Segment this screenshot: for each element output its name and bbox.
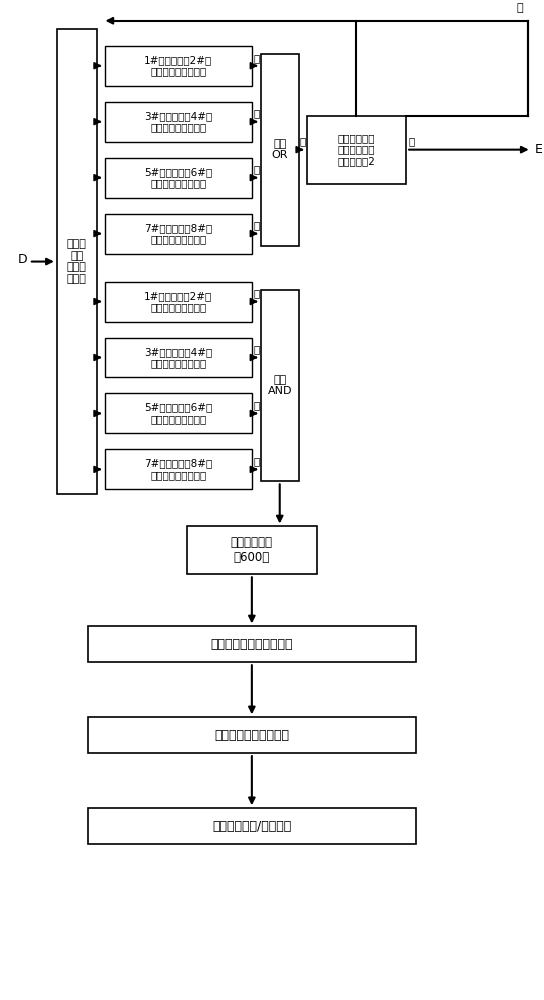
- Text: 否: 否: [254, 289, 260, 299]
- Bar: [88, 626, 416, 662]
- Text: 7#启动信号和8#启
动信号是否同时存在: 7#启动信号和8#启 动信号是否同时存在: [144, 459, 212, 480]
- Text: 否: 否: [254, 400, 260, 410]
- Text: 是: 是: [254, 53, 260, 63]
- Bar: [104, 214, 252, 254]
- Text: 是: 是: [300, 137, 306, 147]
- Bar: [104, 158, 252, 198]
- Bar: [88, 717, 416, 753]
- Text: 与门
AND: 与门 AND: [268, 375, 292, 396]
- Text: 否: 否: [254, 456, 260, 466]
- Bar: [104, 46, 252, 86]
- Text: 1#启动信号和2#启
动信号是否同时存在: 1#启动信号和2#启 动信号是否同时存在: [144, 291, 212, 312]
- Text: 发电机
组加
（卸）
载模式: 发电机 组加 （卸） 载模式: [67, 239, 86, 284]
- Bar: [104, 102, 252, 142]
- Text: D: D: [17, 253, 27, 266]
- Text: 是: 是: [254, 221, 260, 231]
- Text: 或门
OR: 或门 OR: [271, 139, 288, 160]
- Text: 系统回到自动/备用模式: 系统回到自动/备用模式: [212, 820, 292, 833]
- Text: 所有发电机输出开关分闸: 所有发电机输出开关分闸: [211, 638, 293, 651]
- Bar: [88, 808, 416, 844]
- Bar: [307, 116, 406, 184]
- Bar: [104, 449, 252, 489]
- Text: 是: 是: [254, 109, 260, 119]
- Text: 5#启动信号和6#启
动信号是否同时存在: 5#启动信号和6#启 动信号是否同时存在: [144, 403, 212, 424]
- Text: E: E: [535, 143, 542, 156]
- Text: 1#启动信号和2#启
动信号是否同时存在: 1#启动信号和2#启 动信号是否同时存在: [144, 55, 212, 77]
- Text: 超过延时设定
值600秒: 超过延时设定 值600秒: [231, 536, 273, 564]
- Bar: [104, 282, 252, 322]
- Text: 是: 是: [408, 137, 415, 147]
- Bar: [104, 393, 252, 433]
- Bar: [261, 290, 299, 481]
- Bar: [261, 54, 299, 246]
- Text: 5#启动信号和6#启
动信号是否同时存在: 5#启动信号和6#启 动信号是否同时存在: [144, 167, 212, 188]
- Bar: [104, 338, 252, 377]
- Bar: [187, 526, 317, 574]
- Text: 否: 否: [254, 344, 260, 354]
- Text: 否: 否: [516, 3, 523, 13]
- Text: 3#启动信号和4#启
动信号是否同时存在: 3#启动信号和4#启 动信号是否同时存在: [144, 111, 212, 132]
- Text: 是: 是: [254, 165, 260, 175]
- Text: 发电机组冷却停机运行: 发电机组冷却停机运行: [214, 729, 289, 742]
- Bar: [57, 29, 97, 494]
- Text: 7#启动信号和8#启
动信号是否同时存在: 7#启动信号和8#启 动信号是否同时存在: [144, 223, 212, 244]
- Text: 油机并机输出
断路器合闸数
量大于等于2: 油机并机输出 断路器合闸数 量大于等于2: [337, 133, 375, 166]
- Text: 3#启动信号和4#启
动信号是否同时存在: 3#启动信号和4#启 动信号是否同时存在: [144, 347, 212, 368]
